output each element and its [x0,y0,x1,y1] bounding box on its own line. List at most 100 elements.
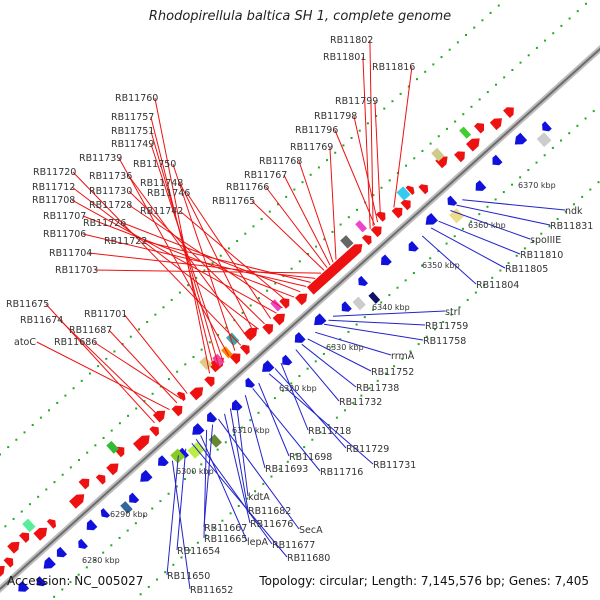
scale-tick [252,225,255,228]
scale-tick [584,2,587,5]
scale-tick [217,333,220,336]
leader-line [369,39,374,227]
gene-label-stri: strI [445,307,460,318]
scale-tick [282,389,285,392]
scale-tick [551,146,554,149]
scale-tick [383,107,386,110]
forward-gene-14 [171,405,183,417]
gene-label-rb11759: RB11759 [425,321,468,332]
scale-tick [372,194,375,197]
forward-gene-21 [243,327,258,341]
scale-tick [450,313,453,316]
gene-label-rb11676: RB11676 [250,519,293,530]
other-feature-5 [199,356,213,371]
scale-label: 6370 kbp [518,181,556,190]
reverse-gene-8 [140,469,153,482]
scale-tick [323,238,326,241]
leader-line [353,115,379,223]
forward-gene-3 [19,532,30,543]
scale-tick [31,424,34,427]
scale-tick [360,394,363,397]
reverse-gene-20 [358,275,368,286]
gene-label-rb11731: RB11731 [373,460,416,471]
scale-tick [396,286,399,289]
scale-tick [556,217,559,220]
forward-gene-23 [272,313,285,326]
reverse-gene-12 [207,411,218,423]
scale-tick [322,352,325,355]
scale-tick [15,438,18,441]
gene-label-kdta: kdtA [248,492,270,503]
forward-gene-12 [149,426,159,437]
other-feature-10 [352,296,366,311]
gene-label-rb11760: RB11760 [115,93,158,104]
other-feature-0 [22,518,36,533]
scale-label: 6280 kbp [82,556,120,565]
scale-label: 6310 kbp [232,426,270,435]
gene-label-rb11799: RB11799 [335,96,378,107]
forward-gene-38 [489,118,502,131]
reverse-gene-28 [542,121,552,132]
scale-label: 6330 kbp [326,343,364,352]
scale-tick [503,76,506,79]
scale-tick [94,444,97,447]
scale-tick [80,379,83,382]
scale-tick [560,139,563,142]
leader-line [150,130,219,366]
scale-tick [478,98,481,101]
scale-tick [176,370,179,373]
scale-tick [286,460,289,463]
scale-tick [331,230,334,233]
scale-label: 6320 kbp [279,384,317,393]
scale-tick [326,159,329,162]
scale-tick [85,566,88,569]
scale-tick [489,11,492,14]
gene-label-rb11751: RB11751 [111,126,154,137]
forward-gene-5 [46,519,56,529]
scale-tick [268,210,271,213]
gene-label-rb11726: RB11726 [83,218,126,229]
reverse-gene-5 [86,519,98,531]
other-feature-14 [449,208,464,224]
scale-tick [262,482,265,485]
scale-tick [143,400,146,403]
other-feature-8 [226,332,240,346]
gene-label-rb11677: RB11677 [272,540,315,551]
scale-tick [200,348,203,351]
scale-tick [135,407,138,410]
gene-label-atoc: atoC [14,337,36,348]
leader-line [450,210,531,240]
gene-label-rb11674: RB11674 [20,315,63,326]
scale-tick [224,441,227,444]
gene-label-rb11665: RB11665 [204,534,247,545]
scale-tick [187,284,190,287]
scale-tick [127,414,130,417]
scale-tick [151,392,154,395]
reverse-gene-21 [381,254,392,266]
scale-tick [192,470,195,473]
gene-label-rb11650: RB11650 [167,571,210,582]
forward-gene-32 [405,185,415,195]
forward-gene-11 [133,435,150,452]
leader-line [301,343,357,388]
reverse-gene-11 [192,423,205,435]
scale-tick [433,328,436,331]
scale-tick [257,297,260,300]
forward-gene-17 [204,376,215,387]
leader-line [274,368,347,449]
scale-tick [589,188,592,191]
gene-label-rb11704: RB11704 [49,248,92,259]
scale-tick [249,419,252,422]
scale-tick [213,527,216,530]
scale-tick [20,510,23,513]
scale-tick [39,416,42,419]
scale-tick [478,213,481,216]
scale-tick [376,379,379,382]
scale-tick [129,335,132,338]
scale-tick [276,203,279,206]
scale-tick [178,291,181,294]
forward-gene-22 [262,324,274,335]
scale-tick [167,378,170,381]
